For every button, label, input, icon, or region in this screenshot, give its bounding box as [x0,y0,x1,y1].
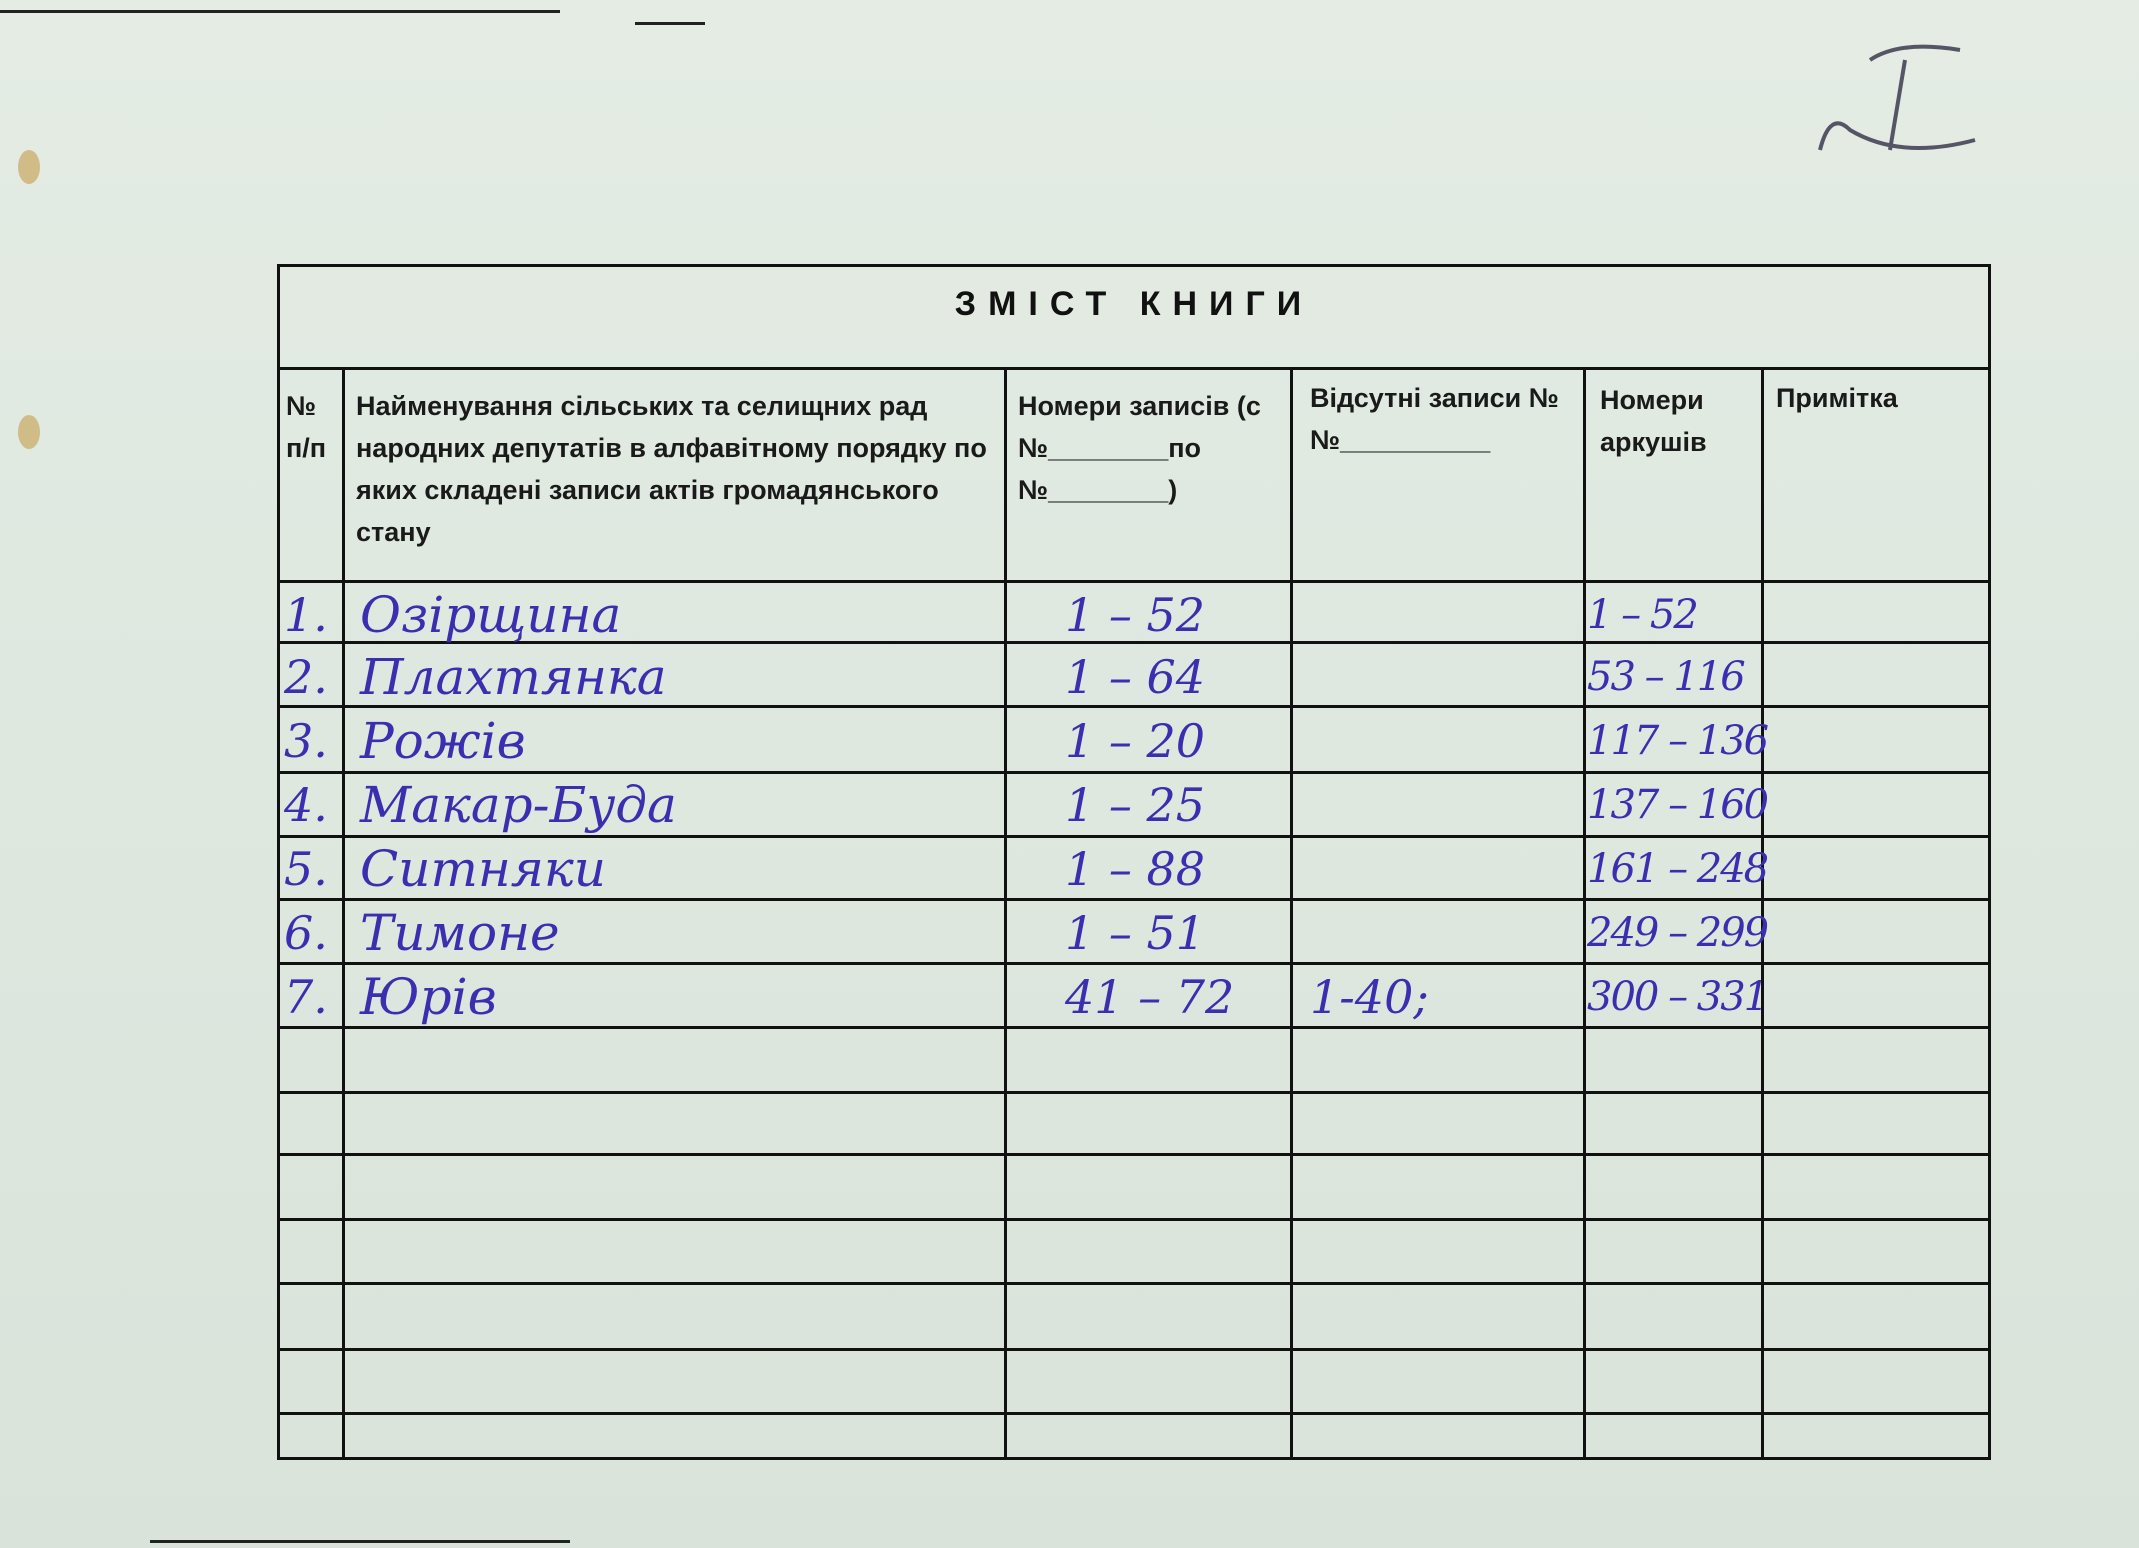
row-number: 3. [284,714,328,768]
row-divider [280,705,1988,708]
top-edge-line [635,22,705,25]
header-num: № п/п [286,391,327,463]
binding-hole [18,150,40,184]
row-sheets: 117 – 136 [1587,718,1769,764]
row-divider [280,1412,1988,1415]
row-divider [280,898,1988,901]
row-divider [280,1153,1988,1156]
row-divider [280,1026,1988,1029]
row-name: Тимоне [360,904,560,962]
row-records: 1 – 88 [1065,842,1206,896]
column-divider [342,367,345,1457]
top-edge-line [0,10,560,13]
row-number: 1. [284,588,328,642]
row-divider [280,1282,1988,1285]
table-title: ЗМІСТ КНИГИ [954,285,1314,323]
row-sheets: 249 – 299 [1587,910,1769,956]
row-number: 7. [284,970,328,1024]
row-number: 5. [284,842,328,896]
column-divider [1004,367,1007,1457]
row-divider [280,771,1988,774]
column-divider [1583,367,1586,1457]
row-number: 2. [284,650,328,704]
binding-hole [18,415,40,449]
column-divider [1761,367,1764,1457]
row-sheets: 53 – 116 [1587,654,1746,700]
row-divider [280,641,1988,644]
row-divider [280,580,1988,583]
bottom-edge-line [150,1540,570,1543]
header-note: Примітка [1776,383,1898,413]
row-divider [280,1348,1988,1351]
row-name: Рожів [360,712,526,770]
row-name: Макар-Буда [360,776,677,834]
row-records: 1 – 52 [1065,588,1206,642]
row-divider [280,367,1988,370]
header-name: Найменування сільських та селищних рад н… [356,391,987,547]
row-name: Ситняки [360,840,606,898]
row-sheets: 300 – 331 [1587,974,1769,1020]
corner-mark-roman-numeral [1818,44,1976,151]
row-divider [280,962,1988,965]
row-records: 1 – 25 [1065,778,1206,832]
contents-table: ЗМІСТ КНИГИ № п/п Найменування сільських… [277,264,1991,1460]
row-records: 1 – 64 [1065,650,1206,704]
row-sheets: 1 – 52 [1587,592,1699,638]
header-records: Номери записів (с №________по №________) [1018,391,1261,505]
row-divider [280,1218,1988,1221]
column-divider [1290,367,1293,1457]
row-name: Озірщина [360,586,622,644]
header-sheets: Номери аркушів [1600,385,1707,457]
row-records: 41 – 72 [1065,970,1235,1024]
row-number: 6. [284,906,328,960]
row-records: 1 – 20 [1065,714,1206,768]
row-divider [280,1091,1988,1094]
row-number: 4. [284,778,328,832]
row-records: 1 – 51 [1065,906,1206,960]
row-missing: 1-40; [1310,970,1429,1024]
row-sheets: 137 – 160 [1587,782,1769,828]
header-missing: Відсутні записи №№__________ [1310,383,1559,455]
row-name: Плахтянка [360,648,667,706]
row-divider [280,835,1988,838]
row-sheets: 161 – 248 [1587,846,1769,892]
row-name: Юрів [360,968,497,1026]
